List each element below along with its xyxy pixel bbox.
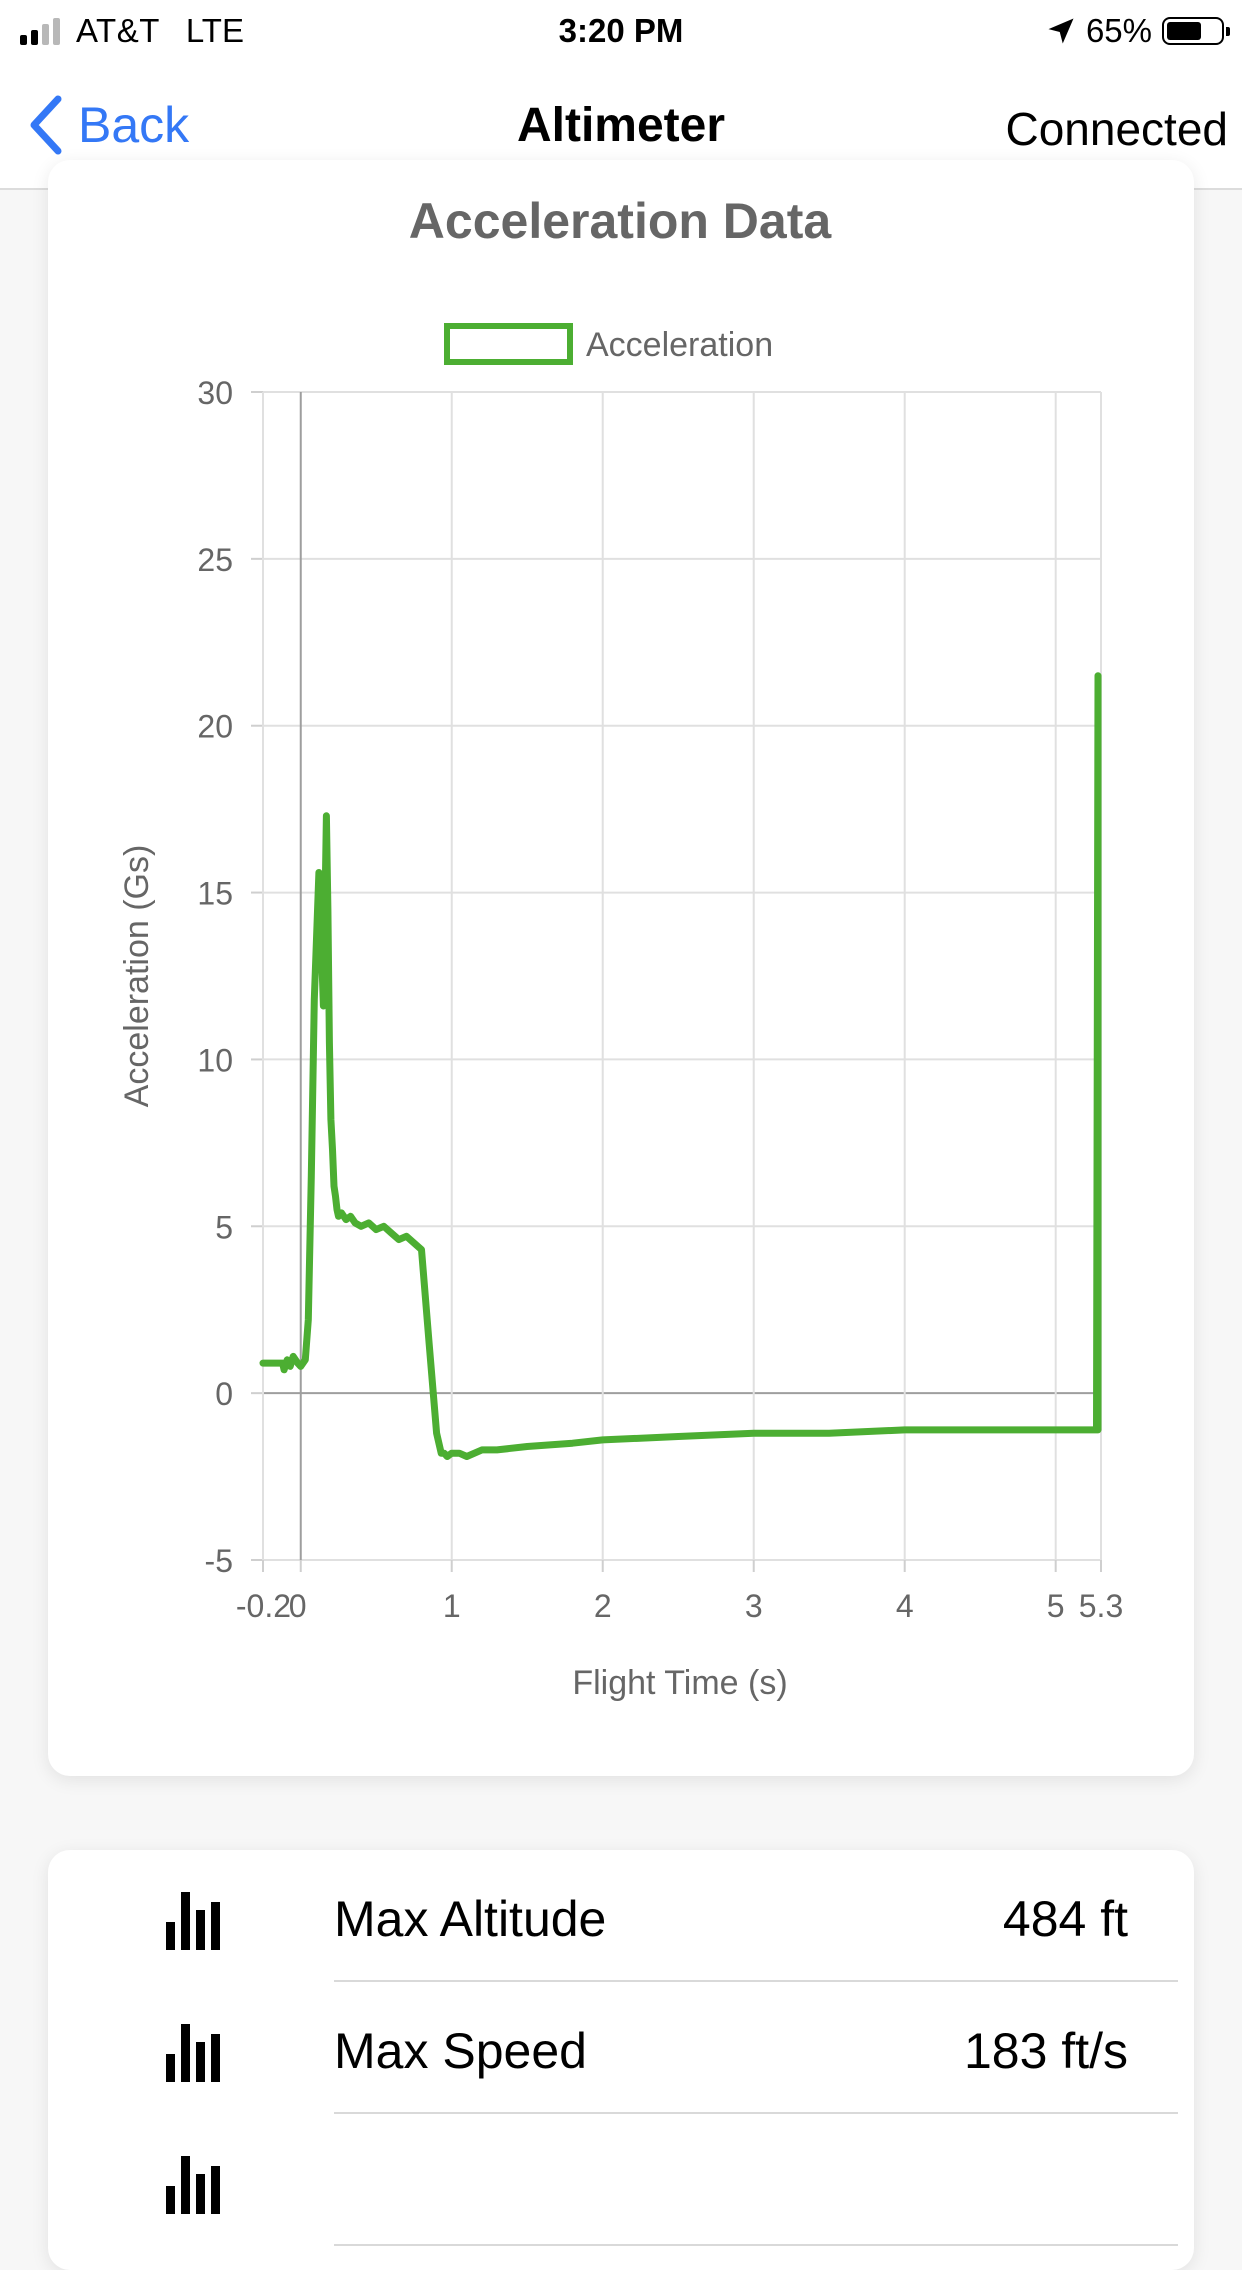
stat-divider bbox=[334, 2112, 1178, 2114]
location-arrow-icon bbox=[1048, 18, 1074, 44]
nav-title: Altimeter bbox=[516, 99, 726, 152]
x-tick-label: 0 bbox=[289, 1588, 307, 1624]
battery-percent: 65% bbox=[1085, 12, 1152, 49]
carrier-label: AT&T bbox=[76, 12, 160, 49]
x-tick-label: 3 bbox=[745, 1588, 763, 1624]
status-time: 3:20 PM bbox=[558, 12, 684, 49]
battery-nub bbox=[1226, 27, 1230, 36]
back-label: Back bbox=[78, 97, 190, 153]
battery-fill bbox=[1167, 22, 1201, 40]
chevron-left-icon bbox=[30, 95, 62, 155]
bar-chart-icon bbox=[166, 2024, 220, 2082]
x-tick-label: 4 bbox=[896, 1588, 914, 1624]
stat-divider bbox=[334, 1980, 1178, 1982]
chart-card: -5 0 5 10 15 20 25 30 -0.2 0 1 2 3 4 5 5.3 Acceleration… bbox=[48, 160, 1194, 1776]
y-tick-label: 10 bbox=[197, 1042, 233, 1078]
battery-icon bbox=[1162, 17, 1230, 45]
status-bar: AT&T LTE 3:20 PM 65% bbox=[0, 0, 1242, 62]
x-axis-label: Flight Time (s) bbox=[572, 1664, 787, 1702]
chart-grid bbox=[251, 391, 1102, 1572]
stat-row bbox=[166, 2114, 1178, 2246]
y-axis-label: Acceleration (Gs) bbox=[118, 845, 156, 1108]
bar-chart-icon bbox=[166, 1892, 220, 1950]
x-tick-label: 2 bbox=[594, 1588, 612, 1624]
back-button[interactable]: Back bbox=[26, 90, 189, 160]
y-tick-label: 0 bbox=[215, 1376, 233, 1412]
signal-icon bbox=[20, 17, 60, 45]
y-tick-label: -5 bbox=[205, 1543, 233, 1579]
stat-row: Max Speed 183 ft/s bbox=[166, 1982, 1178, 2114]
x-tick-label: -0.2 bbox=[236, 1588, 291, 1624]
status-left: AT&T LTE bbox=[20, 12, 244, 50]
network-label: LTE bbox=[185, 12, 244, 49]
x-tick-label: 5.3 bbox=[1079, 1588, 1123, 1624]
legend-swatch bbox=[444, 323, 573, 365]
y-tick-label: 30 bbox=[197, 375, 233, 411]
y-tick-label: 15 bbox=[197, 876, 233, 912]
x-tick-label: 1 bbox=[443, 1588, 461, 1624]
bar-chart-icon bbox=[166, 2156, 220, 2214]
stat-row: Max Altitude 484 ft bbox=[166, 1850, 1178, 1982]
chart-legend[interactable]: Acceleration bbox=[444, 323, 773, 365]
stats-card: Max Altitude 484 ft Max Speed 183 ft/s bbox=[48, 1850, 1194, 2270]
chart-title: Acceleration Data bbox=[409, 193, 833, 249]
stat-label: Max Speed bbox=[334, 2023, 587, 2079]
stat-value: 484 ft bbox=[1002, 1891, 1128, 1947]
stat-value: 183 ft/s bbox=[964, 2023, 1128, 2079]
connection-status: Connected bbox=[1005, 103, 1229, 155]
status-right: 65% bbox=[1046, 12, 1230, 50]
stat-label: Max Altitude bbox=[334, 1891, 607, 1947]
y-tick-label: 20 bbox=[197, 709, 233, 745]
y-tick-label: 25 bbox=[197, 542, 233, 578]
stat-divider bbox=[334, 2244, 1178, 2246]
legend-label: Acceleration bbox=[586, 326, 773, 364]
y-tick-label: 5 bbox=[215, 1209, 233, 1245]
x-tick-label: 5 bbox=[1047, 1588, 1065, 1624]
acceleration-series-line bbox=[259, 672, 1102, 1460]
